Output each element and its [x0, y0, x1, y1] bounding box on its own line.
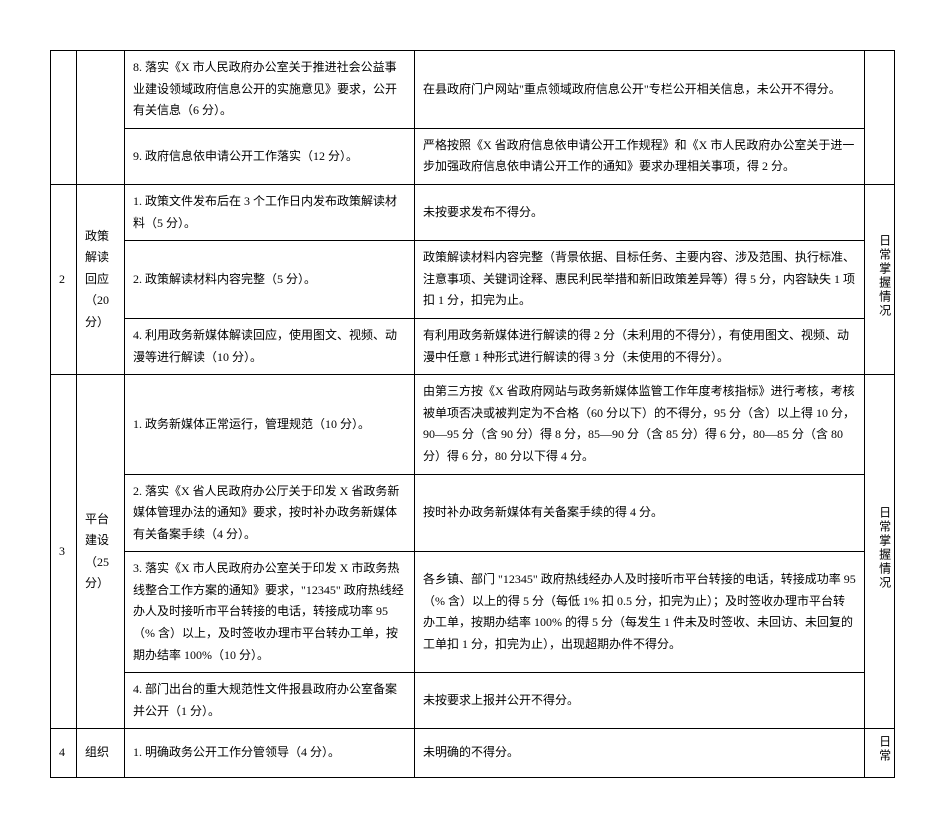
cell-std: 各乡镇、部门 "12345" 政府热线经办人及时接听市平台转接的电话，转接成功率…	[415, 552, 865, 673]
cell-item: 9. 政府信息依申请公开工作落实（12 分）。	[125, 128, 415, 184]
table-row: 2. 落实《X 省人民政府办公厅关于印发 X 省政务新媒体管理办法的通知》要求，…	[51, 474, 895, 552]
cell-item: 4. 利用政务新媒体解读回应，使用图文、视频、动漫等进行解读（10 分）。	[125, 318, 415, 374]
table-row: 4 组织 1. 明确政务公开工作分管领导（4 分）。 未明确的不得分。 日常	[51, 729, 895, 778]
cell-category: 组织	[77, 729, 125, 778]
cell-note-cont	[865, 51, 895, 185]
cell-item: 1. 政策文件发布后在 3 个工作日内发布政策解读材料（5 分）。	[125, 184, 415, 240]
table-row: 9. 政府信息依申请公开工作落实（12 分）。 严格按照《X 省政府信息依申请公…	[51, 128, 895, 184]
cell-std: 按时补办政务新媒体有关备案手续的得 4 分。	[415, 474, 865, 552]
cell-std: 政策解读材料内容完整（背景依据、目标任务、主要内容、涉及范围、执行标准、注意事项…	[415, 241, 865, 319]
table-row: 4. 部门出台的重大规范性文件报县政府办公室备案并公开（1 分）。 未按要求上报…	[51, 673, 895, 729]
note-text: 日常	[873, 735, 895, 763]
table-row: 4. 利用政务新媒体解读回应，使用图文、视频、动漫等进行解读（10 分）。 有利…	[51, 318, 895, 374]
table-row: 2. 政策解读材料内容完整（5 分）。 政策解读材料内容完整（背景依据、目标任务…	[51, 241, 895, 319]
cell-category: 政策解读回应（20 分）	[77, 184, 125, 374]
cell-item: 2. 政策解读材料内容完整（5 分）。	[125, 241, 415, 319]
cell-index: 3	[51, 375, 77, 729]
table-row: 2 政策解读回应（20 分） 1. 政策文件发布后在 3 个工作日内发布政策解读…	[51, 184, 895, 240]
cell-item: 3. 落实《X 市人民政府办公室关于印发 X 市政务热线整合工作方案的通知》要求…	[125, 552, 415, 673]
cell-item: 1. 政务新媒体正常运行，管理规范（10 分）。	[125, 375, 415, 474]
table-row: 8. 落实《X 市人民政府办公室关于推进社会公益事业建设领域政府信息公开的实施意…	[51, 51, 895, 129]
note-text: 日常掌握情况	[873, 506, 895, 590]
table-row: 3 平台建设（25 分） 1. 政务新媒体正常运行，管理规范（10 分）。 由第…	[51, 375, 895, 474]
table-row: 3. 落实《X 市人民政府办公室关于印发 X 市政务热线整合工作方案的通知》要求…	[51, 552, 895, 673]
cell-std: 由第三方按《X 省政府网站与政务新媒体监管工作年度考核指标》进行考核，考核被单项…	[415, 375, 865, 474]
cell-std: 未按要求上报并公开不得分。	[415, 673, 865, 729]
note-text: 日常掌握情况	[873, 234, 895, 318]
cell-std: 严格按照《X 省政府信息依申请公开工作规程》和《X 市人民政府办公室关于进一步加…	[415, 128, 865, 184]
cell-index: 4	[51, 729, 77, 778]
cell-note: 日常掌握情况	[865, 375, 895, 729]
cell-index: 2	[51, 184, 77, 374]
cell-item: 2. 落实《X 省人民政府办公厅关于印发 X 省政务新媒体管理办法的通知》要求，…	[125, 474, 415, 552]
cell-std: 未明确的不得分。	[415, 729, 865, 778]
cell-std: 在县政府门户网站"重点领域政府信息公开"专栏公开相关信息，未公开不得分。	[415, 51, 865, 129]
cell-item: 8. 落实《X 市人民政府办公室关于推进社会公益事业建设领域政府信息公开的实施意…	[125, 51, 415, 129]
cell-category-cont	[77, 51, 125, 185]
cell-category-cont	[51, 51, 77, 185]
cell-std: 有利用政务新媒体进行解读的得 2 分（未利用的不得分），有使用图文、视频、动漫中…	[415, 318, 865, 374]
cell-category: 平台建设（25 分）	[77, 375, 125, 729]
cell-std: 未按要求发布不得分。	[415, 184, 865, 240]
cell-note: 日常掌握情况	[865, 184, 895, 374]
cell-item: 4. 部门出台的重大规范性文件报县政府办公室备案并公开（1 分）。	[125, 673, 415, 729]
cell-item: 1. 明确政务公开工作分管领导（4 分）。	[125, 729, 415, 778]
cell-note: 日常	[865, 729, 895, 778]
